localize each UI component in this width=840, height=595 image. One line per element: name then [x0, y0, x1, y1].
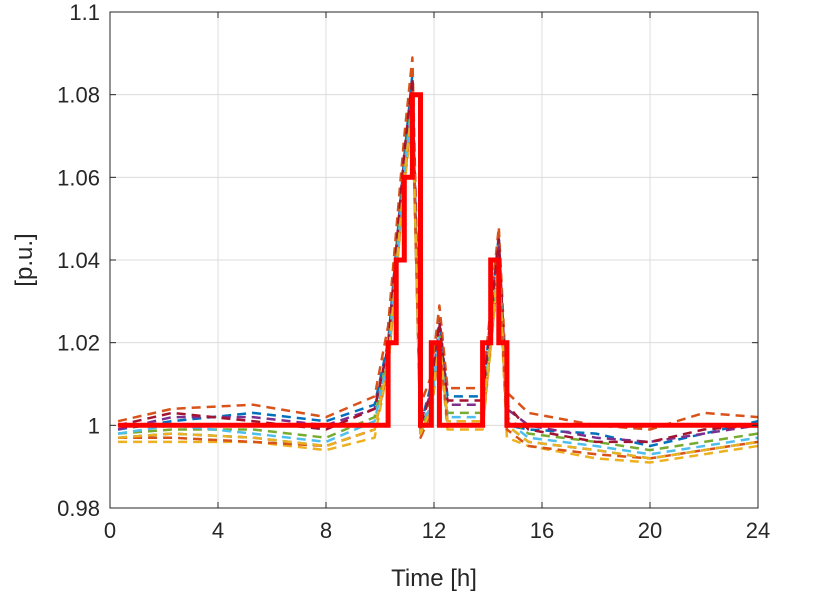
y-tick-label: 1.1 [69, 0, 100, 25]
y-tick-label: 1.04 [57, 248, 100, 273]
x-tick-label: 8 [320, 518, 332, 543]
x-tick-label: 20 [638, 518, 662, 543]
step-series-layer [118, 92, 758, 428]
x-tick-label: 12 [422, 518, 446, 543]
ticks [109, 11, 759, 509]
step-series-line [118, 92, 758, 428]
y-axis-label: [p.u.] [11, 233, 38, 286]
series-line-5 [118, 93, 759, 452]
x-tick-label: 4 [212, 518, 224, 543]
tick-labels: 0 4 8 12 16 20 24 0.98 1 1.02 1.04 1.06 1.08 1.1 [57, 0, 770, 543]
x-tick-label: 0 [104, 518, 116, 543]
x-axis-label: Time [h] [391, 565, 477, 592]
y-tick-label: 1.02 [57, 331, 100, 356]
y-tick-label: 1 [88, 413, 100, 438]
series-layer [117, 56, 759, 464]
series-line-10 [118, 101, 759, 460]
x-tick-label: 16 [530, 518, 554, 543]
y-tick-label: 1.08 [57, 83, 100, 108]
series-line-7 [117, 76, 759, 444]
x-tick-label: 24 [746, 518, 770, 543]
y-tick-label: 1.06 [57, 165, 100, 190]
y-tick-label: 0.98 [57, 496, 100, 521]
